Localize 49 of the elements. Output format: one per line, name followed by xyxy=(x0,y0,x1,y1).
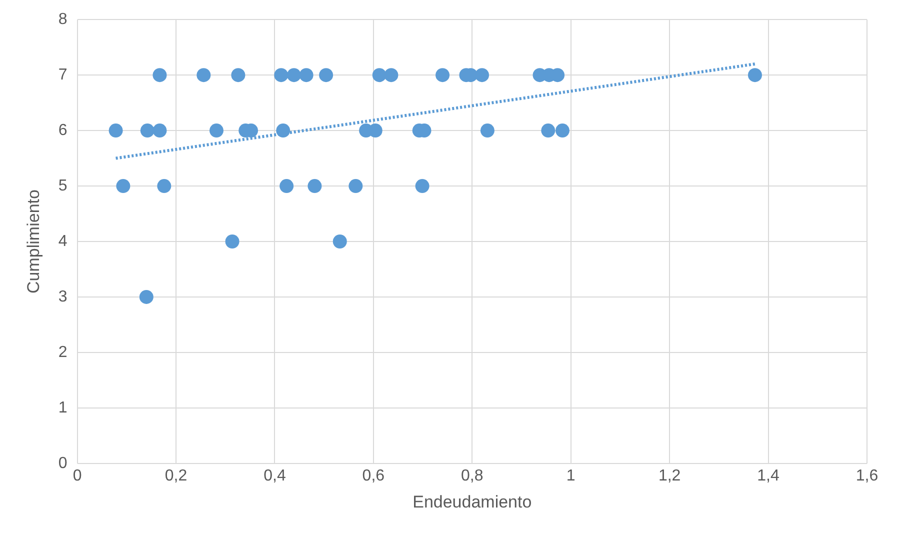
point xyxy=(348,179,363,194)
x-tick-label: 0 xyxy=(72,467,82,484)
point xyxy=(299,68,314,82)
point xyxy=(152,68,167,82)
x-tick-label: 0,8 xyxy=(461,467,484,484)
point xyxy=(308,179,322,194)
point xyxy=(475,68,490,82)
point xyxy=(480,124,494,138)
point xyxy=(319,68,334,82)
y-tick-label: 8 xyxy=(58,11,68,28)
y-tick-label: 2 xyxy=(58,344,68,361)
y-tick-label: 0 xyxy=(58,454,68,472)
point xyxy=(280,179,294,194)
y-axis-title: Cumplimiento xyxy=(24,190,43,294)
point xyxy=(274,68,288,82)
point xyxy=(276,124,290,138)
point xyxy=(225,234,240,248)
x-axis-title: Endeudamiento xyxy=(412,492,532,512)
x-tick-label: 1,2 xyxy=(658,467,681,484)
x-tick-label: 0,4 xyxy=(264,467,286,484)
point xyxy=(332,234,347,248)
y-tick-label: 1 xyxy=(58,399,68,416)
y-tick-label: 3 xyxy=(58,288,68,306)
point xyxy=(231,68,246,82)
point xyxy=(436,68,450,82)
point xyxy=(415,179,430,194)
point xyxy=(152,124,167,138)
x-tick-label: 0,6 xyxy=(362,467,385,484)
x-tick-label: 1,4 xyxy=(757,467,780,484)
x-tick-label: 1 xyxy=(566,467,576,484)
point xyxy=(555,124,570,138)
x-tick-label: 1,6 xyxy=(856,467,878,484)
point xyxy=(108,124,123,138)
y-tick-label: 7 xyxy=(58,66,68,84)
x-tick-label: 0,2 xyxy=(164,467,188,484)
point xyxy=(157,179,172,194)
point xyxy=(748,68,762,82)
point xyxy=(286,68,301,82)
point xyxy=(384,68,398,82)
point xyxy=(541,124,556,138)
y-tick-label: 4 xyxy=(58,232,68,250)
point xyxy=(140,124,154,138)
point xyxy=(196,68,211,82)
y-tick-label: 6 xyxy=(58,122,68,139)
y-tick-label: 5 xyxy=(58,177,68,194)
point xyxy=(139,290,154,304)
point xyxy=(209,124,224,138)
point xyxy=(372,68,386,82)
point xyxy=(116,179,130,194)
